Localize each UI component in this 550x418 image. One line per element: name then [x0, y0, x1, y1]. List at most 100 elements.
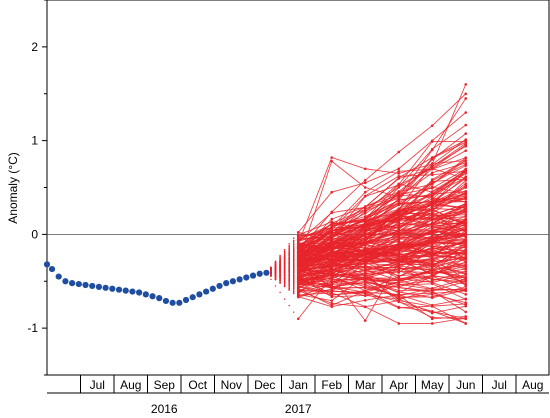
- forecast-point: [430, 296, 434, 300]
- y-tick-label: -1: [27, 321, 38, 335]
- forecast-line: [297, 208, 466, 255]
- forecast-point: [397, 169, 401, 173]
- forecast-point: [397, 300, 401, 303]
- forecast-point: [464, 204, 468, 208]
- forecast-link-dot: [293, 243, 295, 245]
- forecast-point: [363, 249, 367, 253]
- forecast-point: [464, 265, 468, 269]
- forecast-point: [296, 231, 300, 234]
- forecast-point: [430, 178, 434, 181]
- forecast-point: [430, 317, 434, 321]
- forecast-point: [296, 275, 300, 279]
- forecast-point: [430, 289, 434, 293]
- forecast-point: [464, 149, 468, 152]
- forecast-link-dot: [288, 281, 290, 283]
- forecast-point: [430, 192, 434, 196]
- forecast-point: [397, 230, 401, 234]
- forecast-point: [330, 229, 334, 233]
- forecast-point: [330, 259, 334, 263]
- forecast-point: [330, 251, 334, 255]
- forecast-point: [397, 209, 401, 212]
- forecast-point: [397, 297, 401, 301]
- forecast-link-dot: [283, 280, 286, 282]
- forecast-line: [298, 262, 466, 296]
- forecast-link-dot: [293, 277, 295, 280]
- y-axis: -1 0 1 2: [27, 0, 47, 376]
- forecast-point: [430, 162, 434, 166]
- month-label: Aug: [120, 378, 141, 392]
- observed-point: [209, 285, 216, 292]
- forecast-link-dot: [293, 287, 295, 289]
- forecast-link-dot: [293, 289, 295, 291]
- forecast-point: [430, 287, 434, 290]
- forecast-link-dot: [270, 270, 272, 273]
- forecast-point: [330, 233, 334, 236]
- forecast-link-dot: [293, 283, 295, 285]
- forecast-point: [430, 311, 434, 315]
- forecast-link-dot: [293, 275, 295, 278]
- forecast-point: [363, 195, 367, 198]
- forecast-point: [397, 215, 401, 219]
- forecast-point: [363, 289, 367, 292]
- forecast-point: [330, 299, 334, 302]
- forecast-point: [464, 242, 468, 245]
- forecast-link-dot: [279, 291, 281, 294]
- forecast-point: [464, 260, 468, 264]
- forecast-line: [298, 227, 466, 255]
- forecast-line: [297, 84, 467, 244]
- month-label: Aug: [522, 378, 543, 392]
- forecast-link-dot: [279, 254, 281, 257]
- forecast-point: [464, 211, 468, 214]
- year-label: 2017: [285, 402, 312, 416]
- forecast-point: [464, 272, 468, 276]
- forecast-link-dot: [283, 259, 286, 262]
- forecast-point: [363, 305, 367, 309]
- forecast-link-dot: [293, 249, 295, 251]
- forecast-point: [296, 293, 300, 296]
- forecast-point: [464, 310, 468, 314]
- forecast-point: [363, 230, 367, 233]
- forecast-link-dot: [293, 264, 295, 267]
- forecast-point: [363, 186, 367, 189]
- forecast-point: [430, 239, 434, 242]
- forecast-point: [430, 156, 434, 160]
- forecast-point: [464, 255, 468, 259]
- forecast-point: [464, 226, 468, 230]
- forecast-link-dot: [283, 268, 286, 271]
- forecast-point: [296, 265, 300, 269]
- forecast-link-dot: [270, 269, 272, 271]
- forecast-point: [397, 213, 401, 217]
- forecast-point: [430, 171, 434, 175]
- forecast-link-dot: [293, 284, 295, 287]
- forecast-point: [330, 278, 334, 281]
- forecast-link-dot: [270, 273, 272, 276]
- forecast-point: [363, 285, 367, 288]
- forecast-point: [464, 141, 468, 144]
- forecast-link-dot: [274, 269, 277, 271]
- forecast-point: [363, 277, 367, 280]
- forecast-point: [397, 172, 401, 175]
- forecast-point: [363, 283, 367, 286]
- forecast-point: [430, 185, 434, 189]
- y-tick-label: 1: [31, 134, 38, 148]
- forecast-point: [363, 220, 367, 223]
- forecast-point: [296, 242, 300, 246]
- forecast-link-dot: [274, 267, 277, 270]
- month-label: May: [421, 378, 444, 392]
- forecast-link-dot: [283, 272, 286, 274]
- forecast-point: [397, 261, 401, 264]
- forecast-point: [464, 206, 468, 210]
- forecast-link-dot: [283, 274, 286, 276]
- forecast-line: [298, 256, 466, 282]
- forecast-link-dot: [288, 273, 290, 275]
- forecast-point: [363, 264, 367, 267]
- forecast-line: [297, 252, 466, 322]
- month-label: Feb: [321, 378, 342, 392]
- forecast-point: [363, 207, 367, 211]
- forecast-point: [296, 237, 300, 241]
- forecast-link-dot: [293, 253, 295, 255]
- forecast-point: [330, 275, 334, 278]
- observed-point: [75, 280, 82, 288]
- forecast-link-dot: [270, 272, 272, 274]
- forecast-point: [430, 277, 434, 281]
